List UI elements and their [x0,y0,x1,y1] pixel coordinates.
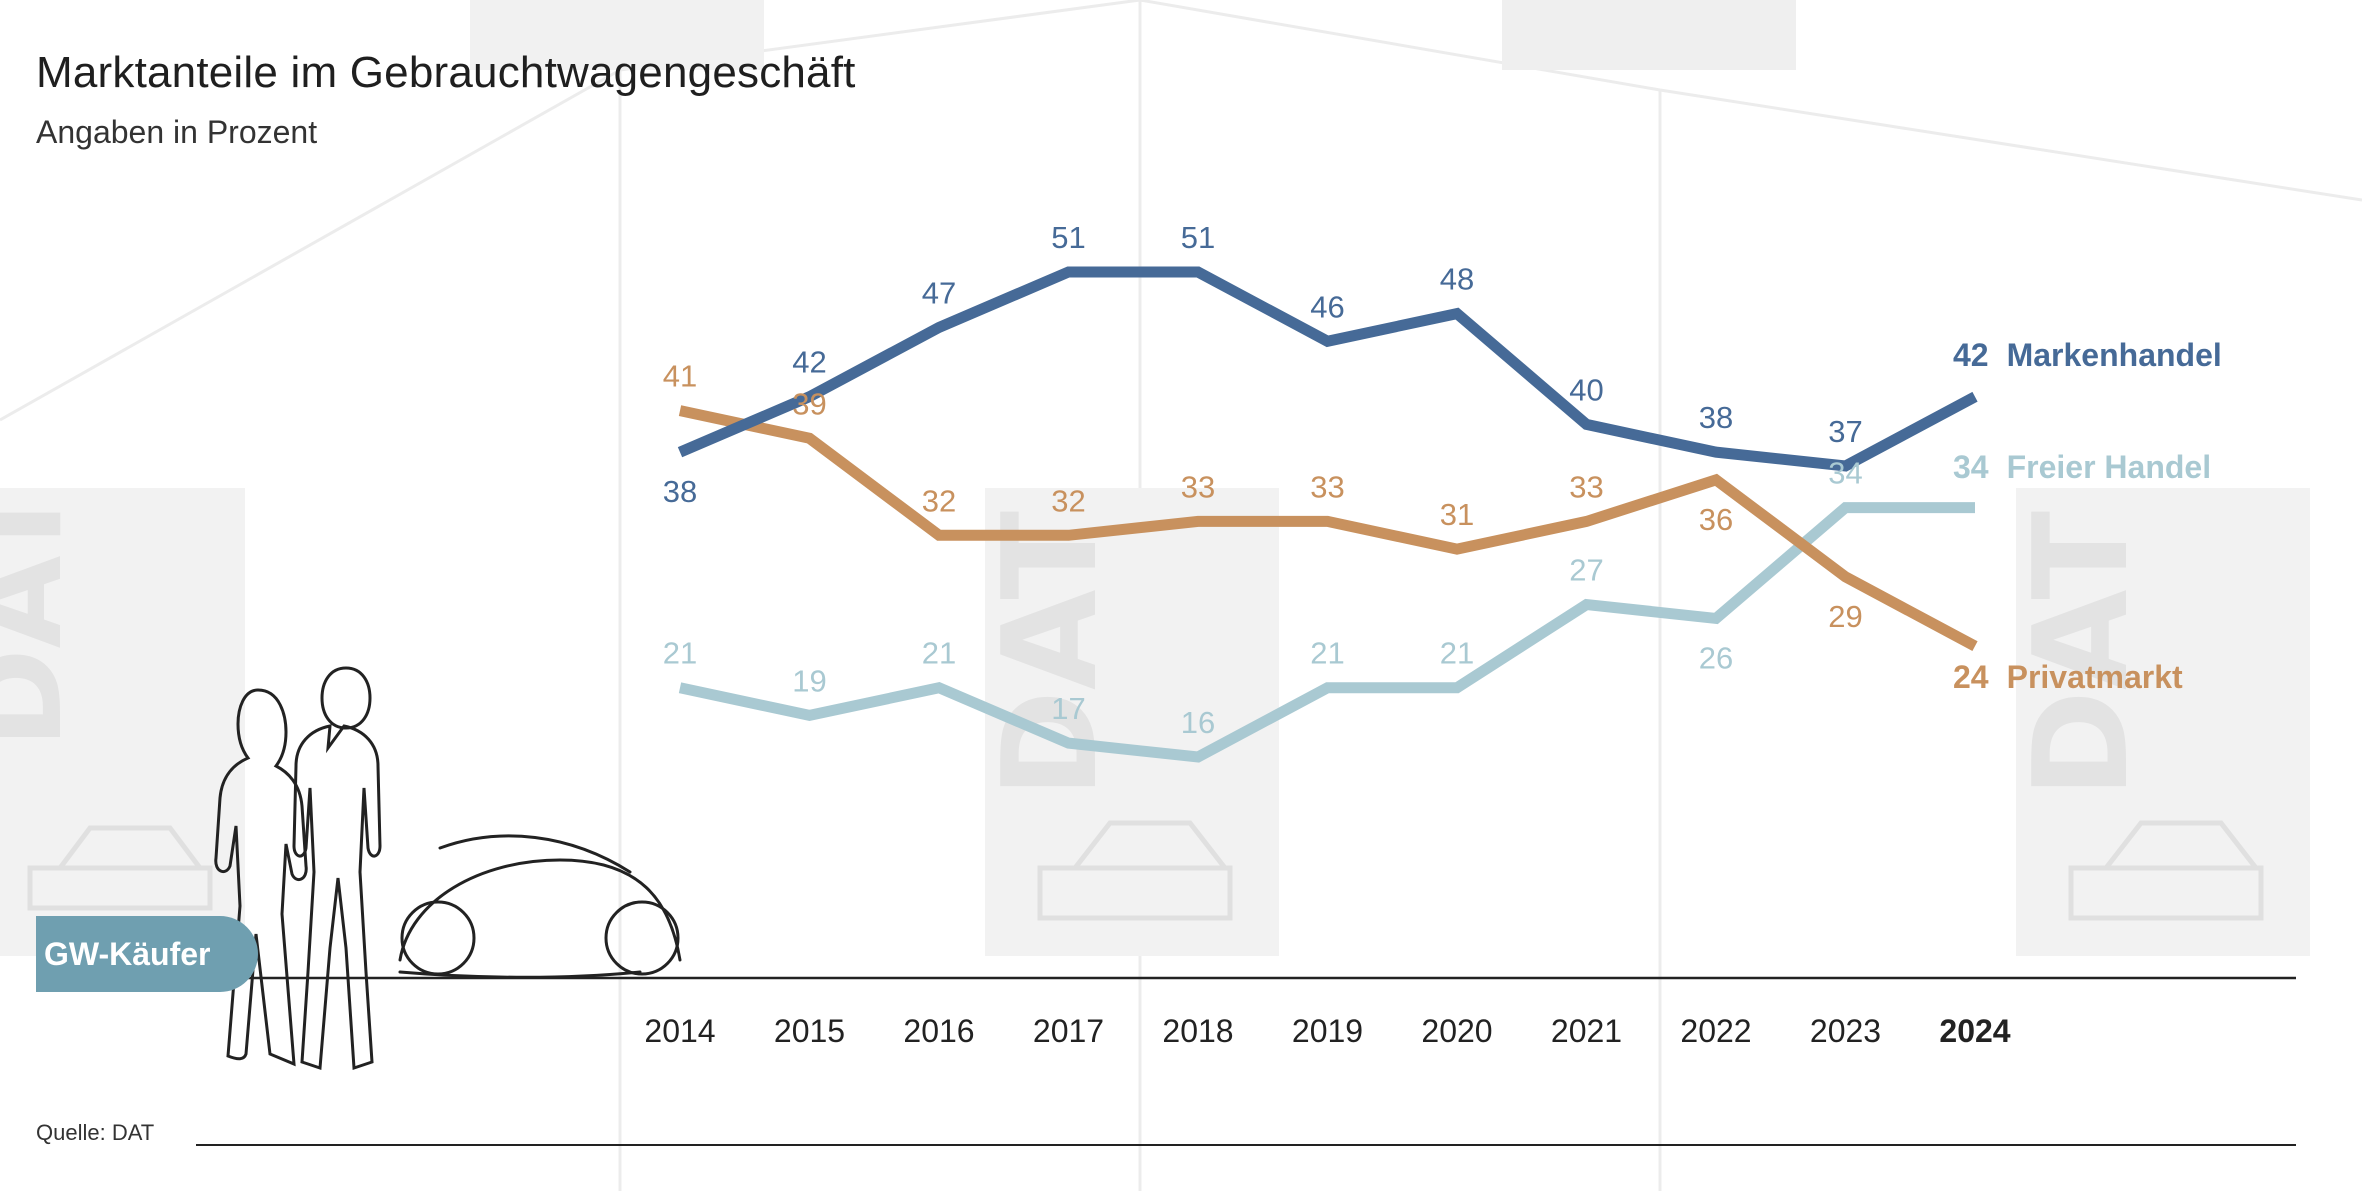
x-tick-label-2015: 2015 [774,1013,845,1049]
data-label: 33 [1181,469,1215,504]
x-tick-label-2022: 2022 [1680,1013,1751,1049]
end-label-markenhandel: 42 Markenhandel [1953,337,2222,373]
end-label-value: 42 [1953,337,1989,373]
x-tick-label-2023: 2023 [1810,1013,1881,1049]
data-label: 26 [1699,640,1733,675]
watermark-tile [470,0,764,70]
people-car-illustration [214,666,682,1071]
data-labels: 38 42 47 51 51 46 48 40 38 37 41 39 32 32 33 33 31 33 36 29… [663,220,1863,740]
chart-subtitle: Angaben in Prozent [36,114,318,150]
data-label: 41 [663,359,697,394]
data-label: 39 [792,386,826,421]
x-tick-label-2014: 2014 [644,1013,715,1049]
data-label: 38 [663,474,697,509]
data-label: 48 [1440,262,1474,297]
data-label: 19 [792,663,826,698]
data-label: 29 [1828,599,1862,634]
watermark-tile [1502,0,1796,70]
end-label-privatmarkt: 24 Privatmarkt [1953,659,2183,695]
series-end-labels: 42 Markenhandel 24 Privatmarkt 34 Freier Hand… [1953,337,2222,695]
x-tick-label-2019: 2019 [1292,1013,1363,1049]
data-label: 17 [1051,691,1085,726]
chart-title: Marktanteile im Gebrauchtwagengeschäft [36,48,856,97]
end-label-name: Freier Handel [2007,449,2212,485]
data-label: 42 [792,345,826,380]
data-label: 46 [1310,289,1344,324]
data-label: 21 [663,636,697,671]
end-label-value: 34 [1953,449,1989,485]
data-label: 34 [1828,456,1862,491]
data-label: 32 [1051,483,1085,518]
watermark-tile: DAT [0,483,245,956]
data-label: 51 [1181,220,1215,255]
x-tick-label-2024: 2024 [1939,1013,2010,1049]
x-tick-label-2017: 2017 [1033,1013,1104,1049]
end-label-freier_handel: 34 Freier Handel [1953,449,2211,485]
data-label: 36 [1699,502,1733,537]
x-axis-tick-labels: 2014 2015 2016 2017 2018 2019 2020 2021 2022 2023… [644,1013,2010,1049]
watermark-tile: DAT [2005,488,2310,956]
data-label: 38 [1699,400,1733,435]
data-label: 21 [1440,636,1474,671]
svg-text:DAT: DAT [2005,511,2157,798]
end-label-value: 24 [1953,659,1989,695]
data-label: 51 [1051,220,1085,255]
data-label: 40 [1569,372,1603,407]
x-tick-label-2018: 2018 [1162,1013,1233,1049]
data-label: 33 [1569,469,1603,504]
data-label: 47 [922,275,956,310]
data-label: 21 [1310,636,1344,671]
end-label-name: Privatmarkt [2007,659,2183,695]
data-label: 16 [1181,705,1215,740]
source-divider [196,1144,2296,1146]
data-label: 32 [922,483,956,518]
x-tick-label-2016: 2016 [903,1013,974,1049]
source-note: Quelle: DAT [36,1120,155,1145]
data-label: 31 [1440,497,1474,532]
series-line-freier-handel [678,502,1975,763]
x-tick-label-2021: 2021 [1551,1013,1622,1049]
data-label: 21 [922,636,956,671]
data-label: 33 [1310,469,1344,504]
gw-kaeufer-badge: GW-Käufer [36,916,258,992]
data-label: 27 [1569,553,1603,588]
svg-text:DAT: DAT [0,483,89,748]
watermark-tile: DAT [974,488,1279,956]
x-tick-label-2020: 2020 [1421,1013,1492,1049]
series-line-markenhandel [677,266,1978,472]
end-label-name: Markenhandel [2007,337,2222,373]
series-lines [677,266,1978,763]
data-label: 37 [1828,414,1862,449]
series-line-privatmarkt [678,405,1978,651]
